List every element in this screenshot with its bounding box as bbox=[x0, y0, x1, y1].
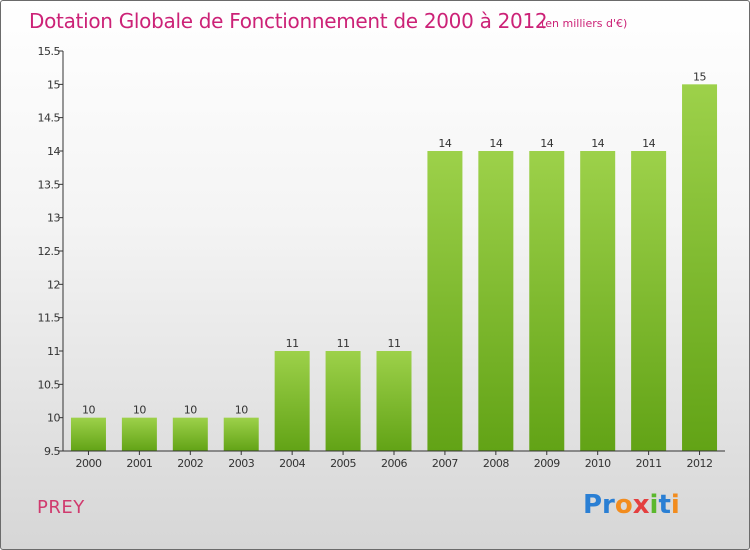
bar-2002 bbox=[172, 417, 208, 451]
bar-value-label: 11 bbox=[286, 337, 299, 350]
y-tick-label: 14.5 bbox=[38, 112, 61, 125]
bar-2010 bbox=[580, 151, 616, 451]
x-axis: 2000 2001 2002 2003 2004 2005 2006 2007 2008 2009… bbox=[63, 450, 725, 470]
x-tick-label: 2009 bbox=[534, 457, 560, 470]
bar-2004 bbox=[274, 351, 310, 451]
x-tick-label: 2003 bbox=[228, 457, 254, 470]
y-tick-label: 10.5 bbox=[38, 378, 61, 391]
bar-value-label: 10 bbox=[133, 404, 146, 417]
bar-value-label: 14 bbox=[489, 137, 502, 150]
y-tick-label: 11.5 bbox=[38, 312, 61, 325]
bar-2003 bbox=[223, 417, 259, 451]
y-tick-label: 13.5 bbox=[38, 178, 61, 191]
bar-value-label: 10 bbox=[184, 404, 197, 417]
chart-subtitle: (en milliers d'€) bbox=[541, 17, 628, 30]
x-tick-label: 2002 bbox=[177, 457, 203, 470]
bar-2005 bbox=[325, 351, 361, 451]
bar-value-label: 10 bbox=[82, 404, 95, 417]
y-tick-label: 13 bbox=[47, 212, 60, 225]
x-tick-label: 2008 bbox=[483, 457, 509, 470]
bar-2008 bbox=[478, 151, 514, 451]
bar-2011 bbox=[631, 151, 667, 451]
y-tick-label: 15 bbox=[47, 78, 60, 91]
y-tick-label: 12.5 bbox=[38, 245, 61, 258]
x-tick-label: 2011 bbox=[636, 457, 662, 470]
x-tick-label: 2007 bbox=[432, 457, 458, 470]
x-tick-label: 2005 bbox=[330, 457, 356, 470]
bar-2009 bbox=[529, 151, 565, 451]
proxiti-logo: Proxiti bbox=[583, 490, 680, 520]
x-tick-label: 2010 bbox=[585, 457, 611, 470]
x-tick-label: 2001 bbox=[126, 457, 152, 470]
bar-2000 bbox=[70, 417, 106, 451]
x-tick-label: 2012 bbox=[687, 457, 713, 470]
bar-value-label: 11 bbox=[337, 337, 350, 350]
bar-value-label: 15 bbox=[693, 70, 706, 83]
x-tick-label: 2004 bbox=[279, 457, 305, 470]
bar-2001 bbox=[121, 417, 157, 451]
x-tick-label: 2006 bbox=[381, 457, 407, 470]
y-tick-label: 11 bbox=[47, 345, 60, 358]
bar-2006 bbox=[376, 351, 412, 451]
bar-2007 bbox=[427, 151, 463, 451]
bars: 10 10 10 10 11 11 11 14 14 14 14 14 15 bbox=[70, 70, 718, 451]
y-tick-label: 14 bbox=[47, 145, 60, 158]
commune-name: PREY bbox=[37, 497, 85, 518]
bar-value-label: 14 bbox=[642, 137, 655, 150]
y-axis: 9.5 10 10.5 11 11.5 12 12.5 13 13.5 14 14.5 15 15.5 bbox=[38, 45, 64, 458]
bar-value-label: 11 bbox=[388, 337, 401, 350]
x-tick-label: 2000 bbox=[75, 457, 101, 470]
bar-value-label: 14 bbox=[540, 137, 553, 150]
y-tick-label: 15.5 bbox=[38, 45, 61, 58]
bar-value-label: 10 bbox=[235, 404, 248, 417]
chart-title: Dotation Globale de Fonctionnement de 20… bbox=[29, 9, 548, 33]
bar-2012 bbox=[682, 84, 718, 451]
y-tick-label: 12 bbox=[47, 278, 60, 291]
bar-value-label: 14 bbox=[591, 137, 604, 150]
y-tick-label: 9.5 bbox=[44, 445, 60, 458]
bar-value-label: 14 bbox=[438, 137, 451, 150]
y-tick-label: 10 bbox=[47, 412, 60, 425]
